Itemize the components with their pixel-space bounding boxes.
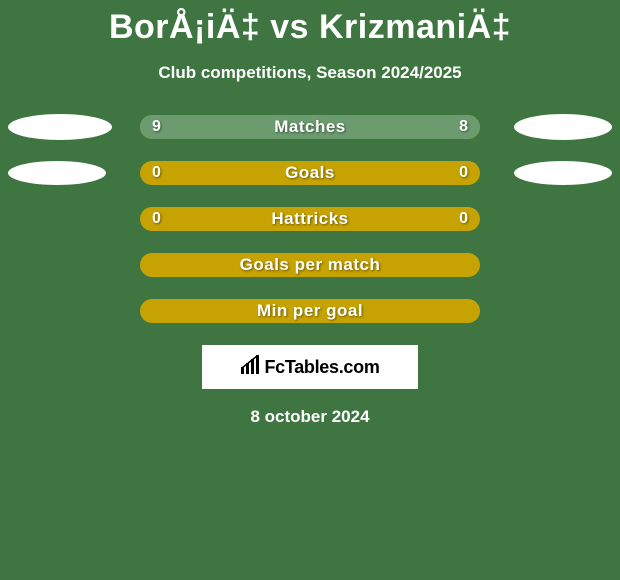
page-date: 8 october 2024 bbox=[0, 407, 620, 427]
player-ellipse-left bbox=[8, 161, 106, 185]
stat-pill: 0 0 Hattricks bbox=[140, 207, 480, 231]
player-ellipse-left bbox=[8, 114, 112, 140]
page-title: BorÅ¡iÄ‡ vs KrizmaniÄ‡ bbox=[0, 0, 620, 47]
stat-label: Matches bbox=[274, 117, 346, 137]
player-ellipse-right bbox=[514, 114, 612, 140]
stat-label: Goals bbox=[285, 163, 335, 183]
stat-pill: 0 0 Goals bbox=[140, 161, 480, 185]
stats-rows: 9 8 Matches 0 0 Goals 0 0 Hattricks Goals per mat… bbox=[0, 115, 620, 323]
stat-label: Hattricks bbox=[271, 209, 348, 229]
stat-label: Min per goal bbox=[257, 301, 363, 321]
stat-row: 0 0 Hattricks bbox=[0, 207, 620, 231]
stat-value-left: 0 bbox=[152, 164, 161, 182]
stat-value-left: 9 bbox=[152, 118, 161, 136]
stat-pill: Min per goal bbox=[140, 299, 480, 323]
stat-value-right: 0 bbox=[459, 164, 468, 182]
stat-value-left: 0 bbox=[152, 210, 161, 228]
stat-label: Goals per match bbox=[240, 255, 381, 275]
player-ellipse-right bbox=[514, 161, 612, 185]
stat-row: Min per goal bbox=[0, 299, 620, 323]
stat-row: 0 0 Goals bbox=[0, 161, 620, 185]
logo-text: FcTables.com bbox=[264, 357, 379, 378]
stat-row: Goals per match bbox=[0, 253, 620, 277]
logo-chart-icon bbox=[240, 355, 262, 380]
stat-value-right: 8 bbox=[459, 118, 468, 136]
stat-value-right: 0 bbox=[459, 210, 468, 228]
stat-pill: 9 8 Matches bbox=[140, 115, 480, 139]
stat-pill: Goals per match bbox=[140, 253, 480, 277]
logo-box: FcTables.com bbox=[202, 345, 418, 389]
stat-row: 9 8 Matches bbox=[0, 115, 620, 139]
page-subtitle: Club competitions, Season 2024/2025 bbox=[0, 63, 620, 83]
